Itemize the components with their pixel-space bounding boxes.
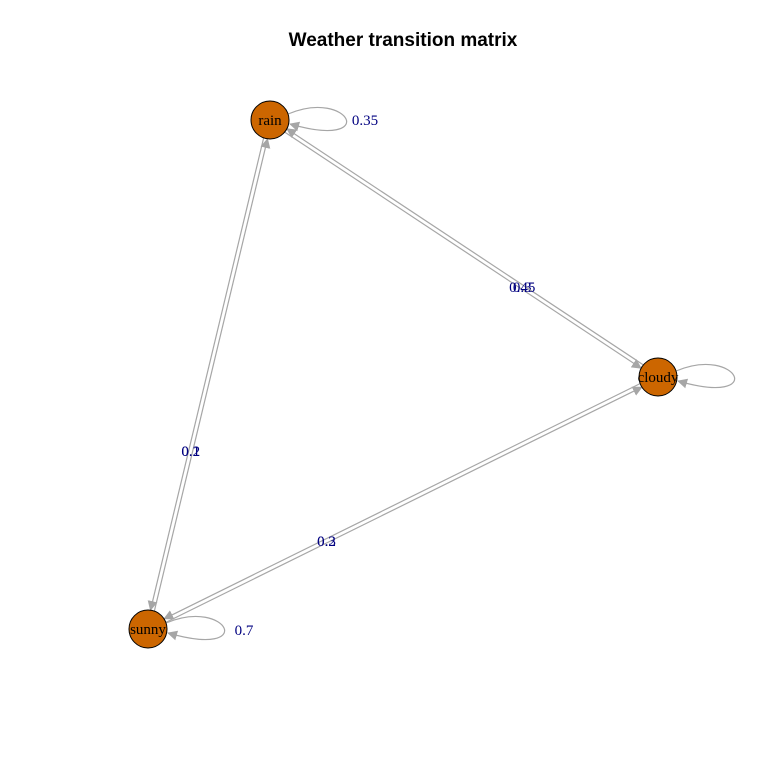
node-cloudy: cloudy xyxy=(638,357,679,397)
edges-layer: 0.350.30.450.10.20.20.30.7 xyxy=(147,106,736,641)
edge-line xyxy=(153,137,271,612)
edge-rain-to-rain: 0.35 xyxy=(287,106,378,132)
edge-cloudy-to-cloudy xyxy=(675,363,736,389)
edge-sunny-to-sunny: 0.7 xyxy=(165,615,254,641)
node-label: sunny xyxy=(130,622,166,638)
edge-label: 0.2 xyxy=(181,444,200,460)
node-label: rain xyxy=(258,113,282,129)
node-rain: rain xyxy=(250,100,290,140)
edge-line xyxy=(163,383,641,620)
edge-label: 0.3 xyxy=(317,534,336,550)
edge-rain-to-sunny: 0.1 xyxy=(147,137,265,612)
self-loop-line xyxy=(675,363,736,389)
edge-label: 0.7 xyxy=(235,623,254,639)
nodes-layer: rain cloudy sunny xyxy=(128,100,679,649)
edge-cloudy-to-sunny: 0.2 xyxy=(163,383,641,620)
edge-sunny-to-rain: 0.2 xyxy=(153,137,271,612)
diagram-title: Weather transition matrix xyxy=(289,30,518,51)
edge-line xyxy=(147,137,265,612)
edge-label: 0.35 xyxy=(352,113,378,129)
edge-sunny-to-cloudy: 0.3 xyxy=(165,386,643,623)
edge-line xyxy=(165,386,643,623)
node-circle xyxy=(250,100,290,140)
edge-label: 0.3 xyxy=(513,280,532,296)
edge-line xyxy=(284,131,642,369)
self-loop-line xyxy=(165,615,226,641)
edge-line xyxy=(286,128,644,366)
edge-label: 0.1 xyxy=(181,444,200,460)
node-sunny: sunny xyxy=(128,609,168,649)
node-circle xyxy=(128,609,168,649)
edge-rain-to-cloudy: 0.3 xyxy=(284,131,642,369)
edge-cloudy-to-rain: 0.45 xyxy=(286,128,644,366)
self-loop-line xyxy=(287,106,348,132)
edge-label: 0.45 xyxy=(509,280,535,296)
node-label: cloudy xyxy=(638,370,679,386)
node-circle xyxy=(638,357,678,397)
